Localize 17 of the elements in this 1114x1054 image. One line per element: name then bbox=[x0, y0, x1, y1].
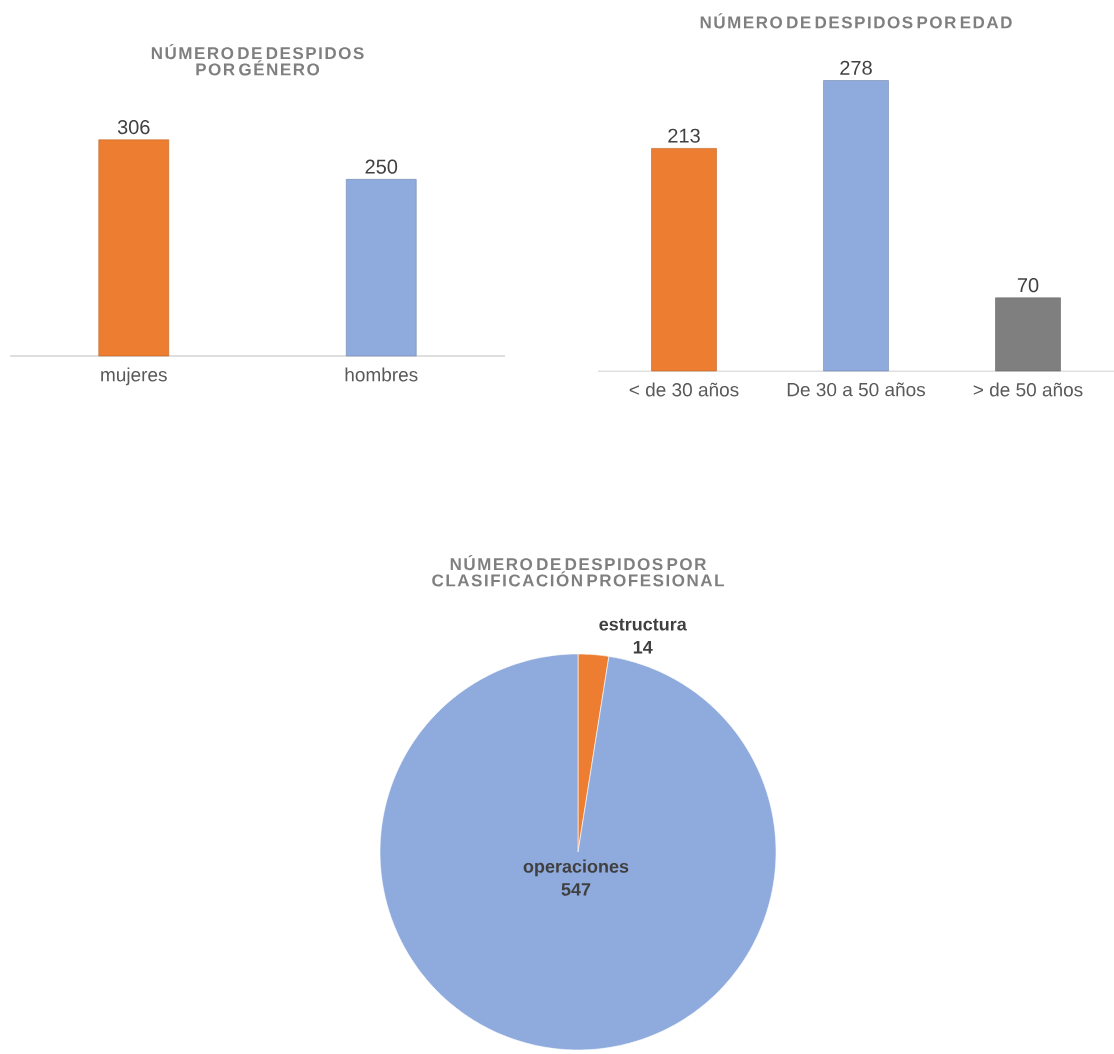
slice-label: operaciones bbox=[523, 859, 629, 877]
data-label: 547 bbox=[561, 883, 591, 896]
data-label: 278 bbox=[840, 60, 872, 75]
data-label: 14 bbox=[633, 641, 653, 654]
x-tick-label: < de 30 años bbox=[629, 382, 739, 397]
chart-title: NÚMERO DE DESPIDOS POR CLASIFICACIÓN PROFESIONAL bbox=[432, 554, 724, 587]
data-label: 213 bbox=[668, 128, 700, 143]
data-label: 306 bbox=[117, 120, 150, 135]
chart-title: NÚMERO DE DESPIDOS POR EDAD bbox=[700, 13, 1012, 29]
x-tick-label: De 30 a 50 años bbox=[787, 382, 925, 397]
x-tick-label: > de 50 años bbox=[973, 382, 1083, 397]
x-tick-label: mujeres bbox=[101, 367, 167, 386]
x-tick-label: hombres bbox=[345, 367, 418, 382]
data-label: 70 bbox=[1017, 278, 1039, 293]
chart-title: NÚMERO DE DESPIDOS POR GÉNERO bbox=[151, 43, 364, 76]
slice-label: estructura bbox=[599, 618, 687, 631]
data-label: 250 bbox=[365, 159, 398, 174]
